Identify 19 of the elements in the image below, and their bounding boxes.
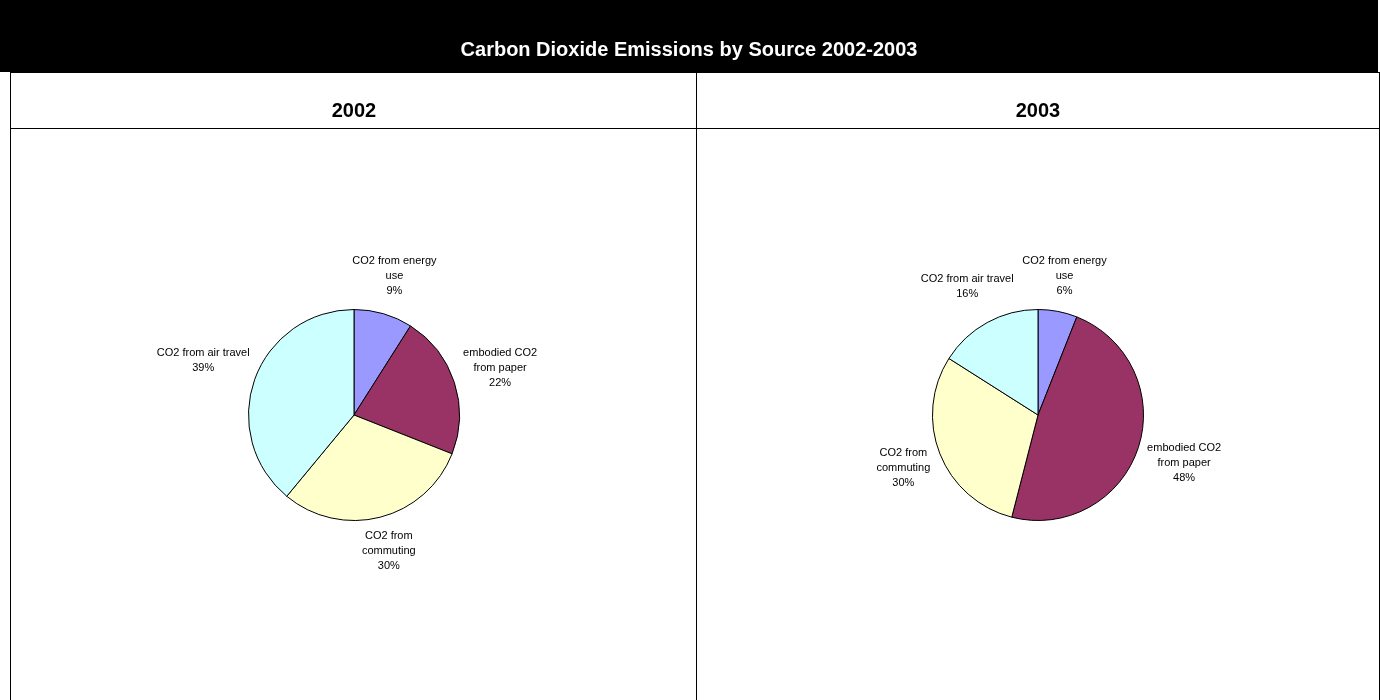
data-label: 48% xyxy=(1173,470,1196,483)
slice-label: CO2 from energy use xyxy=(1022,254,1108,282)
slice-label: CO2 from air travel xyxy=(920,271,1014,284)
data-label: 30% xyxy=(892,476,915,489)
text: Carbon Dioxide Emissions by Source 2002-2003 xyxy=(459,38,919,61)
data-label: 22% xyxy=(489,375,512,388)
slice-label: embodied CO2 from paper xyxy=(463,345,538,373)
data-label: 9% xyxy=(386,283,403,296)
chart-subtitle: 2003 xyxy=(697,72,1379,129)
slice-label: CO2 from energy use xyxy=(352,253,438,281)
slice-label: CO2 from commuting xyxy=(876,446,931,474)
slice-label: CO2 from commuting xyxy=(361,528,416,556)
slice-label: CO2 from air travel xyxy=(156,346,250,359)
data-label: 30% xyxy=(377,558,401,571)
slice-label: embodied CO2 from paper xyxy=(1147,440,1222,468)
data-label: 16% xyxy=(956,286,979,299)
data-label: 6% xyxy=(1056,284,1073,297)
data-label: 39% xyxy=(192,361,215,374)
chart-subtitle: 2002 xyxy=(11,72,697,129)
